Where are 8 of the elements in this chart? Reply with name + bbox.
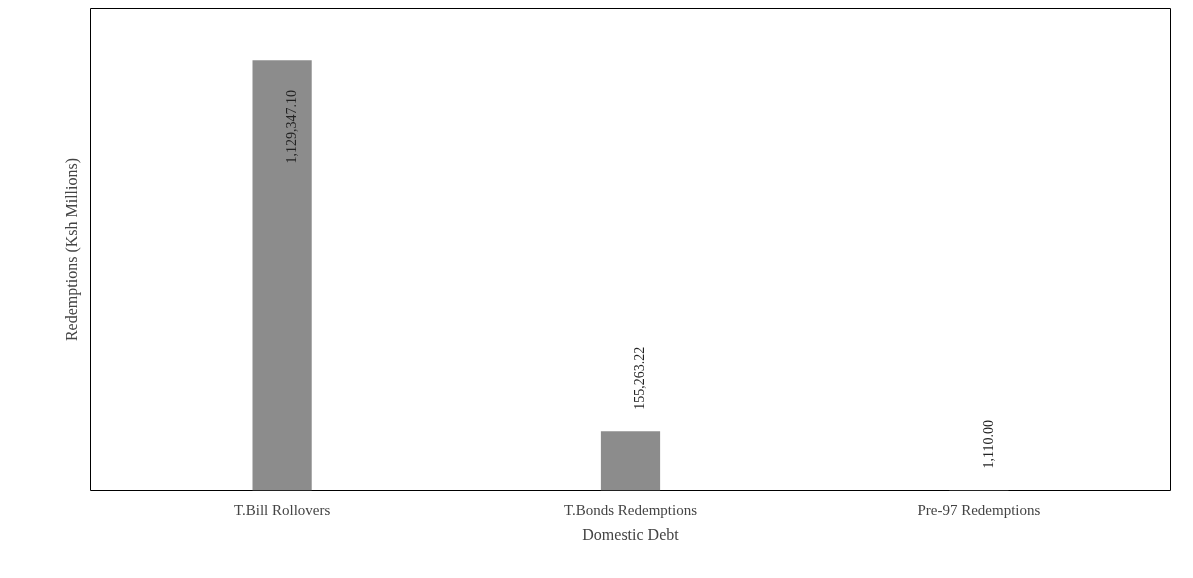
x-tick-label: T.Bonds Redemptions <box>563 501 698 518</box>
data-label: 155,263.22 <box>632 346 648 410</box>
data-label: 1,129,347.10 <box>283 89 299 164</box>
y-axis-title: Redemptions (Ksh Millions) <box>62 157 81 342</box>
x-tick-label: T.Bill Rollovers <box>233 501 331 518</box>
x-tick-label: Pre-97 Redemptions <box>917 501 1041 518</box>
x-axis-title: Domestic Debt <box>582 525 680 543</box>
data-label: 1,110.00 <box>980 420 996 469</box>
